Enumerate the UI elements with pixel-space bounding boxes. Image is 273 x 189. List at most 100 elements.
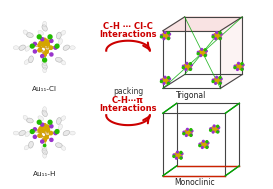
Circle shape [45, 136, 48, 139]
Circle shape [168, 82, 170, 84]
Circle shape [218, 127, 220, 129]
Circle shape [216, 76, 218, 78]
Circle shape [207, 142, 209, 144]
Ellipse shape [25, 46, 30, 51]
Circle shape [215, 130, 217, 132]
Circle shape [46, 128, 49, 132]
Circle shape [190, 68, 192, 70]
Circle shape [180, 151, 182, 153]
Circle shape [236, 67, 238, 69]
Circle shape [50, 53, 53, 56]
Circle shape [176, 157, 177, 159]
Ellipse shape [43, 153, 47, 158]
Ellipse shape [24, 145, 29, 150]
Circle shape [204, 145, 206, 147]
Circle shape [177, 151, 178, 153]
Circle shape [181, 153, 183, 155]
Circle shape [168, 32, 170, 34]
Ellipse shape [70, 131, 75, 135]
Circle shape [165, 81, 168, 83]
Circle shape [201, 145, 203, 147]
Circle shape [219, 32, 221, 34]
Circle shape [163, 81, 165, 83]
Circle shape [188, 130, 190, 132]
Circle shape [49, 46, 52, 49]
Circle shape [43, 138, 46, 142]
Circle shape [219, 79, 221, 82]
Circle shape [164, 34, 167, 37]
Circle shape [241, 63, 243, 65]
Circle shape [203, 143, 206, 146]
Circle shape [212, 127, 214, 129]
Circle shape [169, 78, 170, 80]
Circle shape [175, 153, 177, 155]
Circle shape [206, 143, 208, 146]
Circle shape [178, 156, 180, 158]
Circle shape [238, 62, 239, 64]
Text: Monoclinic: Monoclinic [174, 178, 215, 187]
Circle shape [180, 154, 182, 156]
Circle shape [217, 36, 219, 39]
Ellipse shape [24, 60, 29, 64]
Circle shape [180, 157, 182, 158]
Circle shape [191, 64, 192, 66]
Circle shape [234, 65, 236, 67]
Circle shape [201, 51, 204, 54]
Ellipse shape [19, 45, 25, 50]
Circle shape [173, 154, 175, 156]
Circle shape [216, 32, 218, 33]
Circle shape [219, 82, 221, 84]
Circle shape [204, 55, 206, 57]
Circle shape [41, 38, 44, 41]
Ellipse shape [26, 118, 33, 123]
Circle shape [199, 143, 201, 145]
Ellipse shape [28, 141, 33, 148]
Circle shape [163, 33, 165, 36]
Circle shape [161, 34, 162, 36]
Circle shape [50, 125, 53, 128]
Circle shape [38, 134, 41, 137]
Circle shape [185, 67, 187, 69]
Circle shape [186, 65, 189, 68]
Circle shape [43, 144, 46, 147]
Circle shape [204, 52, 206, 54]
Circle shape [214, 78, 216, 81]
Circle shape [216, 128, 219, 130]
Circle shape [42, 43, 45, 47]
Circle shape [205, 54, 207, 56]
Polygon shape [163, 17, 242, 31]
Ellipse shape [63, 130, 70, 136]
Text: Interactions: Interactions [99, 30, 157, 39]
Ellipse shape [42, 146, 47, 151]
Circle shape [46, 43, 49, 46]
Ellipse shape [57, 32, 61, 39]
Circle shape [206, 146, 208, 148]
Ellipse shape [61, 146, 66, 150]
Text: packing: packing [113, 87, 143, 96]
Ellipse shape [42, 110, 47, 117]
Circle shape [180, 157, 182, 159]
Circle shape [45, 127, 48, 131]
Circle shape [165, 77, 168, 80]
Circle shape [185, 64, 187, 67]
Circle shape [168, 38, 170, 40]
Ellipse shape [19, 130, 25, 136]
Circle shape [33, 135, 36, 138]
Circle shape [191, 134, 192, 136]
Circle shape [54, 46, 57, 49]
Circle shape [214, 36, 216, 38]
Circle shape [217, 131, 219, 133]
Ellipse shape [28, 56, 33, 63]
Circle shape [42, 39, 45, 43]
Circle shape [217, 77, 219, 80]
Circle shape [46, 40, 49, 43]
Ellipse shape [13, 46, 19, 50]
Circle shape [182, 65, 184, 67]
Circle shape [189, 65, 191, 68]
Circle shape [213, 125, 215, 127]
Circle shape [201, 49, 203, 50]
Circle shape [215, 38, 216, 40]
Circle shape [164, 76, 166, 78]
Circle shape [199, 50, 202, 53]
Circle shape [163, 38, 165, 40]
